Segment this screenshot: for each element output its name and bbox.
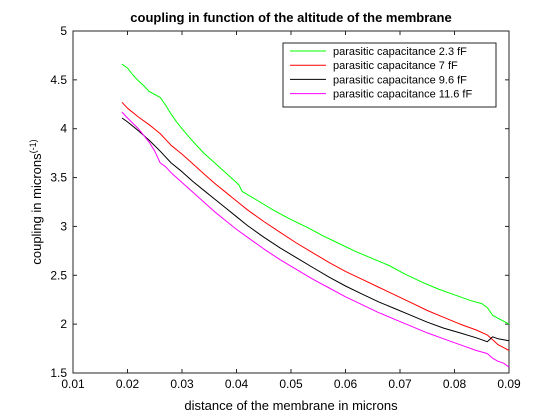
x-tick-label: 0.05 bbox=[279, 377, 303, 391]
legend-entry-4: parasitic capacitance 11.6 fF bbox=[333, 89, 472, 101]
y-tick-label: 3 bbox=[60, 219, 67, 233]
x-tick-label: 0.06 bbox=[334, 377, 358, 391]
x-tick-label: 0.01 bbox=[61, 377, 85, 391]
y-tick-label: 4.5 bbox=[50, 73, 67, 87]
y-tick-label: 2 bbox=[60, 317, 67, 331]
y-axis-label-superscript: (-1) bbox=[28, 139, 38, 153]
series-lines bbox=[121, 63, 510, 368]
legend-entry-1: parasitic capacitance 2.3 fF bbox=[333, 46, 467, 58]
series-line-1 bbox=[121, 63, 510, 325]
y-tick-label: 5 bbox=[60, 24, 67, 38]
x-tick-label: 0.07 bbox=[388, 377, 412, 391]
y-tick-label: 4 bbox=[60, 122, 67, 136]
y-axis-label-main: coupling in microns bbox=[29, 153, 44, 265]
y-tick-label: 1.5 bbox=[50, 366, 67, 380]
series-line-4 bbox=[121, 111, 510, 368]
axis-ticks: 0.01 0.02 0.03 0.04 0.05 0.06 0.07 0.08 0.09 1.5 2… bbox=[50, 24, 521, 391]
legend-entry-3: parasitic capacitance 9.6 fF bbox=[333, 74, 467, 86]
chart-title: coupling in function of the altitude of … bbox=[130, 10, 451, 25]
x-tick-label: 0.02 bbox=[116, 377, 140, 391]
legend-entry-2: parasitic capacitance 7 fF bbox=[333, 60, 458, 72]
x-tick-label: 0.03 bbox=[170, 377, 194, 391]
legend: parasitic capacitance 2.3 fF parasitic ca… bbox=[282, 42, 497, 108]
y-tick-label: 3.5 bbox=[50, 171, 67, 185]
x-tick-label: 0.09 bbox=[497, 377, 521, 391]
x-axis-label: distance of the membrane in microns bbox=[184, 398, 398, 413]
x-tick-label: 0.04 bbox=[225, 377, 249, 391]
series-line-2 bbox=[121, 101, 510, 351]
x-tick-label: 0.08 bbox=[443, 377, 467, 391]
series-line-3 bbox=[121, 117, 510, 343]
y-axis-label: coupling in microns(-1) bbox=[28, 139, 44, 264]
y-tick-label: 2.5 bbox=[50, 268, 67, 282]
legend-box bbox=[282, 42, 497, 108]
